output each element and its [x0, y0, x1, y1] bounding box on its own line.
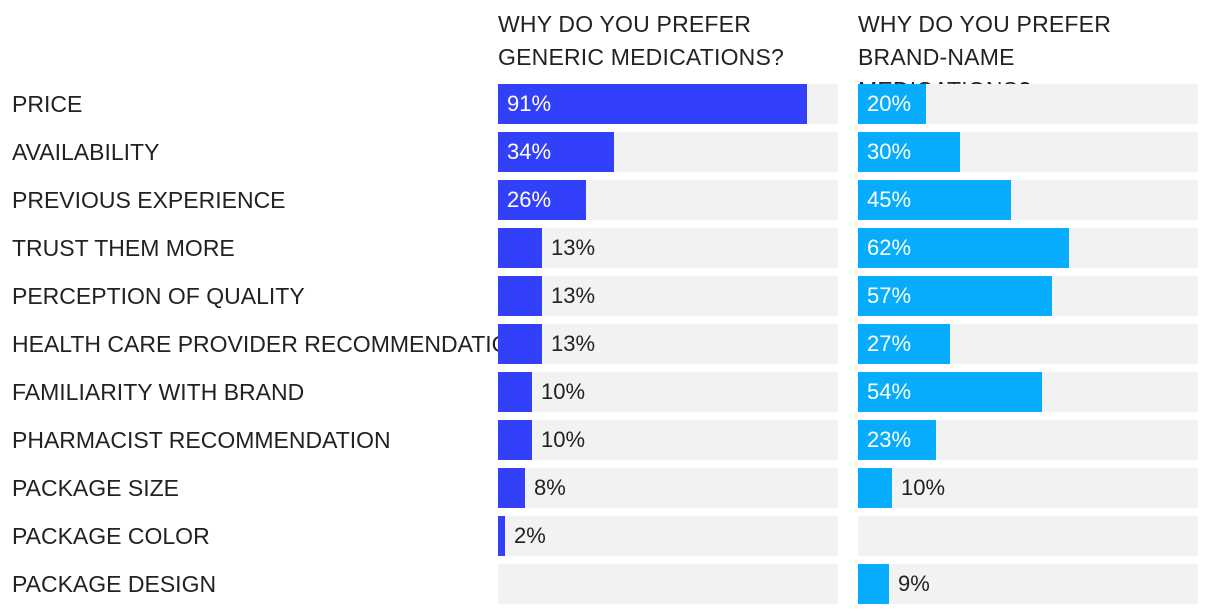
generic-bar-track-health-care-provider-recommendation: 13% [498, 324, 838, 364]
category-label-package-size: PACKAGE SIZE [12, 475, 180, 501]
generic-bar-previous-experience [498, 180, 586, 220]
generic-value-label-trust-them-more: 13% [551, 235, 596, 260]
category-label-availability: AVAILABILITY [12, 139, 160, 165]
generic-bar-track-availability: 34% [498, 132, 838, 172]
brand-bar-track-package-design: 9% [858, 564, 1198, 604]
brand-bar-track-pharmacist-recommendation: 23% [858, 420, 1198, 460]
generic-bar-availability [498, 132, 614, 172]
generic-bar-track-trust-them-more: 13% [498, 228, 838, 268]
brand-bar-package-size [858, 468, 892, 508]
brand-bar-package-design [858, 564, 889, 604]
generic-bar-track-familiarity-with-brand: 10% [498, 372, 838, 412]
brand-value-label-package-design: 9% [898, 571, 930, 596]
brand-bar-track-health-care-provider-recommendation: 27% [858, 324, 1198, 364]
brand-bar-track-package-color [858, 516, 1198, 556]
category-label-package-design: PACKAGE DESIGN [12, 571, 217, 597]
generic-value-label-price: 91% [507, 91, 552, 116]
generic-value-label-perception-of-quality: 13% [551, 283, 596, 308]
generic-value-label-availability: 34% [507, 139, 552, 164]
category-label-trust-them-more: TRUST THEM MORE [12, 235, 235, 261]
generic-bar-track-price: 91% [498, 84, 838, 124]
generic-column-title: WHY DO YOU PREFER GENERIC MEDICATIONS? [498, 11, 784, 70]
generic-bar-familiarity-with-brand [498, 372, 532, 412]
brand-bar-track-previous-experience: 45% [858, 180, 1198, 220]
brand-bar-pharmacist-recommendation [858, 420, 936, 460]
generic-value-label-health-care-provider-recommendation: 13% [551, 331, 596, 356]
category-label-familiarity-with-brand: FAMILIARITY WITH BRAND [12, 379, 305, 405]
brand-bar-familiarity-with-brand [858, 372, 1042, 412]
generic-value-label-previous-experience: 26% [507, 187, 552, 212]
brand-bar-previous-experience [858, 180, 1011, 220]
brand-value-label-health-care-provider-recommendation: 27% [867, 331, 912, 356]
brand-bar-track-perception-of-quality: 57% [858, 276, 1198, 316]
generic-bar-price [498, 84, 807, 124]
category-label-previous-experience: PREVIOUS EXPERIENCE [12, 187, 286, 213]
generic-bar-track-perception-of-quality: 13% [498, 276, 838, 316]
generic-bar-track-package-color: 2% [498, 516, 838, 556]
generic-bar-trust-them-more [498, 228, 542, 268]
brand-value-label-availability: 30% [867, 139, 912, 164]
generic-value-label-familiarity-with-brand: 10% [541, 379, 586, 404]
generic-bar-track-package-size: 8% [498, 468, 838, 508]
brand-value-label-pharmacist-recommendation: 23% [867, 427, 912, 452]
generic-bar-package-color [498, 516, 505, 556]
brand-bar-perception-of-quality [858, 276, 1052, 316]
generic-bar-track-package-design [498, 564, 838, 604]
generic-value-label-package-color: 2% [514, 523, 546, 548]
brand-value-label-perception-of-quality: 57% [867, 283, 912, 308]
brand-bar-health-care-provider-recommendation [858, 324, 950, 364]
brand-bar-trust-them-more [858, 228, 1069, 268]
brand-bar-availability [858, 132, 960, 172]
category-label-health-care-provider-recommendation: HEALTH CARE PROVIDER RECOMMENDATION [12, 331, 527, 357]
brand-bar-track-package-size: 10% [858, 468, 1198, 508]
brand-value-label-package-size: 10% [901, 475, 946, 500]
category-label-package-color: PACKAGE COLOR [12, 523, 210, 549]
category-label-pharmacist-recommendation: PHARMACIST RECOMMENDATION [12, 427, 391, 453]
brand-value-label-trust-them-more: 62% [867, 235, 912, 260]
brand-value-label-previous-experience: 45% [867, 187, 912, 212]
generic-bar-track-pharmacist-recommendation: 10% [498, 420, 838, 460]
brand-bar-track-trust-them-more: 62% [858, 228, 1198, 268]
category-label-price: PRICE [12, 91, 83, 117]
generic-bar-health-care-provider-recommendation [498, 324, 542, 364]
generic-value-label-pharmacist-recommendation: 10% [541, 427, 586, 452]
generic-bar-package-size [498, 468, 525, 508]
brand-value-label-price: 20% [867, 91, 912, 116]
brand-value-label-familiarity-with-brand: 54% [867, 379, 912, 404]
generic-bar-track-previous-experience: 26% [498, 180, 838, 220]
category-label-perception-of-quality: PERCEPTION OF QUALITY [12, 283, 305, 309]
brand-bar-track-availability: 30% [858, 132, 1198, 172]
generic-bar-pharmacist-recommendation [498, 420, 532, 460]
generic-bar-perception-of-quality [498, 276, 542, 316]
generic-value-label-package-size: 8% [534, 475, 566, 500]
brand-bar-track-familiarity-with-brand: 54% [858, 372, 1198, 412]
brand-bar-price [858, 84, 926, 124]
brand-bar-track-price: 20% [858, 84, 1198, 124]
